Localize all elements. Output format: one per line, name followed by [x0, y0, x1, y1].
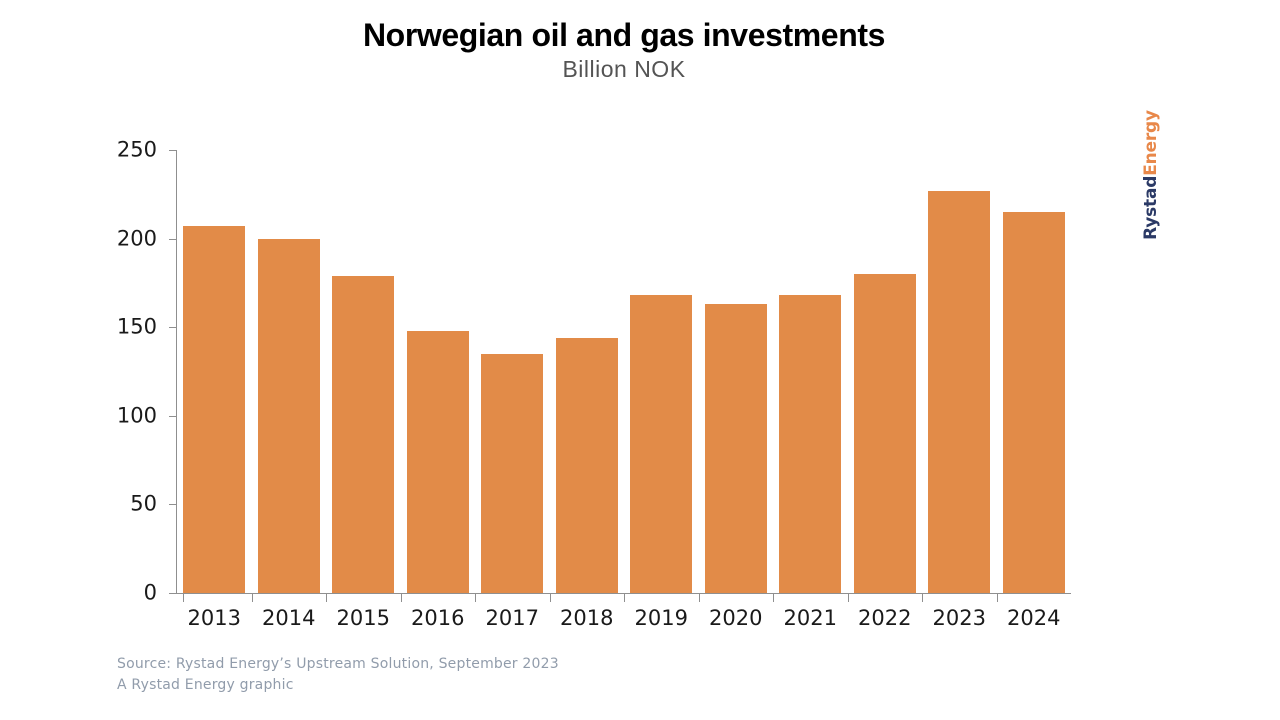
x-axis-tick-mark	[475, 593, 476, 602]
x-axis-tick-label: 2013	[187, 606, 241, 630]
y-axis-tick-label: 50	[130, 491, 157, 516]
chart-header: Norwegian oil and gas investments Billio…	[176, 17, 1072, 83]
x-axis-tick-label: 2020	[709, 606, 763, 630]
bar-2013	[183, 226, 246, 593]
x-axis-tick-label: 2024	[1007, 606, 1061, 630]
y-axis-tick-mark	[169, 504, 177, 506]
x-axis-tick-label: 2022	[858, 606, 912, 630]
x-axis-tick-label: 2016	[411, 606, 465, 630]
y-axis-tick-label: 200	[116, 226, 157, 251]
logo-energy-text: Energy	[1141, 110, 1161, 176]
chart-title: Norwegian oil and gas investments	[362, 17, 886, 53]
credit-line: A Rystad Energy graphic	[117, 677, 294, 693]
bar-2021	[779, 295, 842, 593]
y-axis-tick-label: 0	[143, 580, 157, 605]
x-axis-tick-mark	[183, 593, 184, 602]
x-axis-tick-mark	[549, 593, 551, 602]
bar-2022	[853, 274, 916, 593]
y-axis-tick-mark	[169, 593, 177, 594]
x-axis-tick-label: 2023	[932, 606, 986, 630]
x-axis-tick-label: 2014	[262, 606, 316, 630]
x-axis-tick-mark	[922, 593, 923, 602]
bar-2019	[630, 295, 693, 593]
x-axis-tick-label: 2017	[485, 606, 539, 630]
chart-subtitle: Billion NOK	[562, 56, 686, 83]
x-axis-tick-label: 2019	[634, 606, 688, 630]
x-axis-tick-mark	[251, 593, 253, 602]
bar-2015	[332, 275, 395, 593]
x-axis-tick-mark	[773, 593, 774, 602]
bar-2018	[555, 337, 618, 593]
x-axis-tick-mark	[326, 593, 327, 602]
x-axis-tick-mark	[847, 593, 849, 602]
x-axis-tick-mark	[400, 593, 402, 602]
y-axis-tick-label: 250	[116, 137, 157, 162]
bar-chart-plot-area: 0 50 100 150 200 250 2013 2014 2015 2016 2017 2018 2…	[117, 138, 1071, 630]
y-axis-tick-mark	[169, 415, 177, 417]
x-axis-tick-label: 2018	[560, 606, 614, 630]
x-axis-tick-label: 2015	[336, 606, 390, 630]
bar-2016	[406, 330, 469, 593]
x-axis-tick-label: 2021	[783, 606, 837, 630]
x-axis-tick-mark	[624, 593, 625, 602]
bar-2017	[481, 353, 544, 593]
y-axis-tick-label: 150	[116, 314, 157, 339]
bar-2023	[928, 190, 991, 593]
y-axis-tick-mark	[169, 238, 177, 240]
bar-2024	[1002, 212, 1065, 593]
bar-2014	[257, 238, 320, 593]
source-note: Source: Rystad Energy’s Upstream Solutio…	[117, 654, 559, 696]
y-axis-tick-label: 100	[116, 403, 157, 428]
x-axis-tick-mark	[698, 593, 700, 602]
source-line: Source: Rystad Energy’s Upstream Solutio…	[117, 656, 559, 672]
logo-rystad-text: Rystad	[1141, 175, 1161, 240]
bar-2020	[704, 304, 767, 593]
rystad-energy-logo: RystadEnergy	[1141, 110, 1161, 240]
x-axis-tick-mark	[996, 593, 998, 602]
y-axis-tick-mark	[169, 327, 177, 329]
y-axis-tick-mark	[169, 150, 177, 151]
